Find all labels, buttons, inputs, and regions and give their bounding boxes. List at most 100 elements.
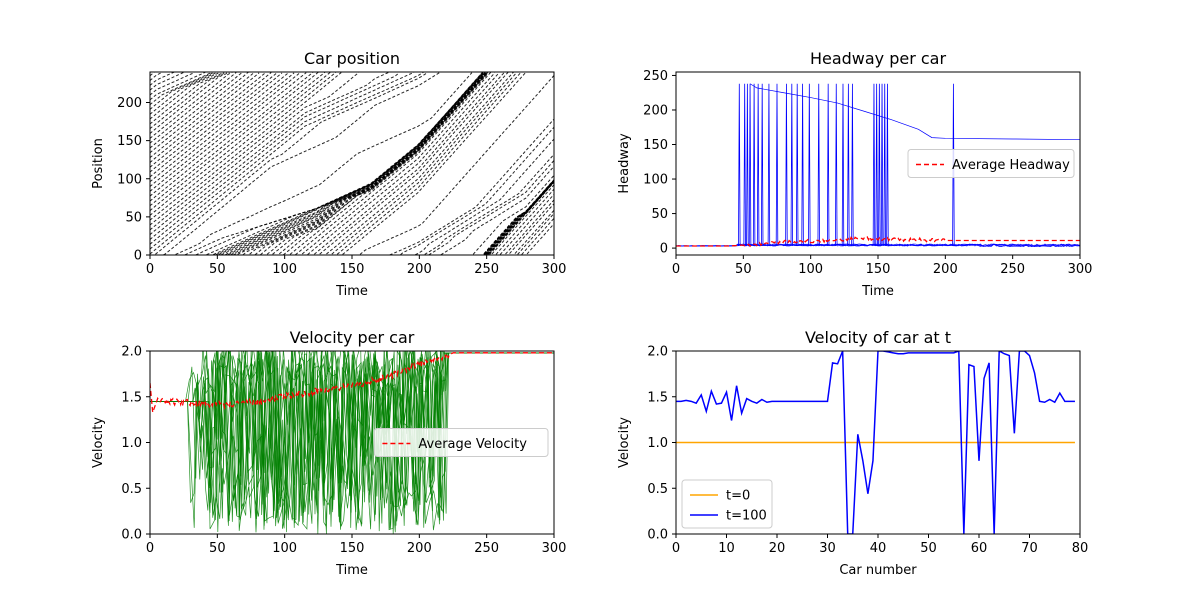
car-trajectory <box>163 72 440 255</box>
legend-entry: t=100 <box>726 509 767 524</box>
car-trajectory <box>150 72 237 144</box>
average-velocity-line <box>150 351 554 413</box>
car-trajectory <box>428 160 554 255</box>
car-trajectory <box>488 181 554 254</box>
legend-entry: t=0 <box>726 489 750 504</box>
car-trajectory <box>499 194 554 255</box>
car-trajectory <box>440 166 554 255</box>
x-tick-label: 0 <box>672 541 680 556</box>
average-headway-line <box>676 235 1080 248</box>
chart-title: Velocity per car <box>290 328 415 347</box>
x-tick-label: 50 <box>209 541 226 556</box>
car-trajectory <box>150 72 213 106</box>
car-trajectory <box>150 72 337 226</box>
car-headway-envelope <box>749 83 1080 141</box>
car-trajectory <box>150 72 326 216</box>
x-tick-label: 150 <box>866 262 891 277</box>
car-trajectory <box>150 72 331 221</box>
headway-spike <box>878 83 881 247</box>
y-tick-label: 2.0 <box>647 345 668 360</box>
x-axis-label: Time <box>861 284 894 299</box>
car-trajectory <box>221 72 485 255</box>
axes-frame <box>675 71 1081 256</box>
car-trajectory <box>424 154 554 255</box>
headway-spike <box>886 83 889 247</box>
x-tick-label: 50 <box>920 541 937 556</box>
y-tick-label: 0.0 <box>121 528 142 543</box>
x-tick-label: 10 <box>718 541 735 556</box>
headway-spike <box>767 83 771 247</box>
chart-title: Car position <box>304 49 400 68</box>
car-trajectory <box>150 72 227 130</box>
car-trajectory <box>505 199 554 255</box>
car-trajectory <box>389 118 554 255</box>
x-tick-label: 200 <box>407 541 432 556</box>
x-tick-label: 100 <box>272 262 297 277</box>
car-trajectory <box>415 138 554 255</box>
car-trajectory <box>472 175 554 255</box>
y-tick-label: 1.5 <box>121 390 142 405</box>
car-trajectory <box>326 72 514 255</box>
legend-entry: Average Velocity <box>418 437 527 452</box>
x-tick-label: 300 <box>542 541 567 556</box>
car-trajectory <box>150 72 360 235</box>
axes-frame <box>149 71 555 256</box>
car-trajectory <box>175 72 473 255</box>
car-trajectory <box>150 72 233 139</box>
plot-area <box>150 351 554 534</box>
car-trajectory <box>150 72 342 231</box>
car-trajectory <box>301 72 496 255</box>
headway-spike <box>785 83 788 247</box>
car-trajectory <box>517 213 554 255</box>
car-trajectory <box>260 72 488 255</box>
x-tick-label: 20 <box>769 541 786 556</box>
y-axis-label: Velocity <box>617 417 632 468</box>
car-trajectory <box>150 72 175 86</box>
x-tick-label: 250 <box>474 262 499 277</box>
car-trajectory <box>283 72 489 255</box>
headway-spike <box>775 83 779 247</box>
headway-spike <box>748 83 752 247</box>
y-tick-label: 200 <box>117 96 142 111</box>
x-tick-label: 100 <box>798 262 823 277</box>
panel-3: 0 10 20 30 40 50 60 70 80 0.0 0.5 1.0 1.5 2.0 Velocity… <box>617 328 1088 578</box>
headway-spike <box>826 83 830 247</box>
chart-title: Velocity of car at t <box>805 328 951 347</box>
car-trajectory <box>150 72 272 173</box>
headway-spike <box>760 83 764 247</box>
legend-entry: Average Headway <box>952 158 1070 173</box>
y-tick-label: 1.5 <box>647 390 668 405</box>
car-trajectory <box>150 72 424 255</box>
x-tick-label: 0 <box>146 541 154 556</box>
y-tick-label: 150 <box>117 134 142 149</box>
car-trajectory <box>150 72 400 245</box>
car-trajectory <box>150 72 389 240</box>
y-tick-label: 0.0 <box>647 528 668 543</box>
car-trajectory <box>509 203 554 254</box>
x-axis-label: Time <box>335 284 368 299</box>
car-trajectory <box>213 72 484 255</box>
plot-area <box>676 351 1075 534</box>
car-trajectory <box>150 72 249 154</box>
series-line-t100 <box>676 351 1075 534</box>
headway-spike <box>746 83 749 247</box>
y-tick-label: 0.5 <box>647 482 668 497</box>
x-tick-label: 60 <box>971 541 988 556</box>
car-trajectory <box>150 72 279 178</box>
y-tick-label: 0 <box>134 249 142 264</box>
headway-spike <box>790 83 794 247</box>
x-tick-label: 300 <box>542 262 567 277</box>
car-trajectory <box>150 72 230 134</box>
x-tick-label: 300 <box>1068 262 1093 277</box>
car-velocity-line <box>150 351 554 533</box>
car-trajectory <box>150 72 221 120</box>
plot-area <box>150 72 554 255</box>
car-trajectory <box>150 72 155 77</box>
y-tick-label: 150 <box>643 138 668 153</box>
y-axis-label: Headway <box>617 133 632 194</box>
headway-spike <box>847 83 850 247</box>
car-trajectory <box>150 72 184 91</box>
headway-spike <box>801 83 804 247</box>
x-tick-label: 80 <box>1072 541 1089 556</box>
car-velocity-line <box>150 351 554 534</box>
